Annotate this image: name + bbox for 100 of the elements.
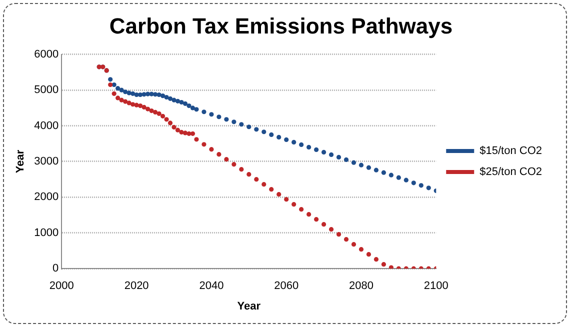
- point: [216, 114, 222, 120]
- point: [388, 265, 394, 269]
- point: [209, 147, 214, 152]
- point: [145, 106, 150, 112]
- point: [404, 178, 408, 182]
- point: [381, 262, 386, 267]
- point: [328, 152, 334, 158]
- point: [216, 152, 222, 157]
- point: [239, 167, 244, 172]
- point: [160, 94, 166, 98]
- point: [336, 232, 342, 237]
- point: [299, 142, 304, 148]
- point: [254, 127, 259, 132]
- point: [123, 90, 128, 94]
- point: [239, 122, 244, 127]
- point: [396, 175, 401, 180]
- point: [358, 162, 364, 168]
- point: [306, 212, 312, 217]
- point: [262, 130, 266, 134]
- point: [426, 186, 431, 190]
- point: [134, 102, 139, 108]
- point: [190, 131, 196, 136]
- point: [142, 104, 146, 110]
- y-tick-label: 3000: [34, 156, 59, 168]
- point: [130, 102, 136, 107]
- point: [156, 111, 162, 116]
- x-tick-label: 2060: [274, 280, 299, 292]
- point: [224, 117, 229, 122]
- point: [112, 91, 116, 96]
- y-tick-label: 6000: [34, 48, 59, 60]
- point: [344, 157, 349, 162]
- point: [108, 82, 113, 88]
- legend-label: $15/ton CO2: [480, 145, 542, 158]
- point: [123, 99, 128, 104]
- point: [321, 150, 326, 155]
- point: [299, 207, 304, 212]
- point: [175, 98, 180, 104]
- point: [116, 86, 120, 91]
- point: [209, 112, 214, 117]
- point: [232, 162, 236, 167]
- point: [276, 134, 282, 140]
- point: [306, 144, 312, 150]
- point: [108, 77, 113, 82]
- point: [138, 104, 143, 108]
- point: [182, 130, 188, 136]
- point: [358, 247, 364, 252]
- point: [314, 147, 319, 152]
- y-tick-label: 0: [52, 262, 59, 275]
- point: [202, 142, 206, 147]
- point: [276, 192, 282, 197]
- point: [381, 170, 386, 175]
- point: [168, 120, 173, 126]
- x-tick-label: 2000: [49, 280, 74, 292]
- legend-label: $25/ton CO2: [480, 166, 542, 178]
- point: [292, 140, 296, 145]
- point: [246, 172, 252, 177]
- point: [314, 217, 319, 222]
- point: [164, 117, 169, 122]
- point: [292, 202, 296, 207]
- point: [269, 132, 274, 138]
- point: [194, 137, 199, 142]
- point: [351, 160, 356, 165]
- point: [194, 107, 199, 112]
- point: [116, 96, 120, 100]
- point: [418, 183, 424, 188]
- point: [321, 222, 326, 227]
- point: [366, 165, 372, 170]
- point: [374, 168, 379, 172]
- point: [336, 154, 342, 160]
- y-tick-label: 1000: [34, 226, 59, 239]
- x-tick-label: 2100: [424, 280, 448, 292]
- point: [262, 182, 266, 187]
- point: [138, 92, 143, 98]
- point: [269, 187, 274, 192]
- point: [284, 197, 289, 202]
- point: [175, 128, 180, 132]
- point: [328, 227, 334, 232]
- y-tick-label: 4000: [34, 120, 59, 132]
- point: [186, 104, 192, 108]
- point: [232, 120, 236, 124]
- x-axis-title: Year: [237, 300, 262, 312]
- point: [172, 124, 176, 130]
- point: [374, 257, 379, 262]
- point: [351, 242, 356, 247]
- point: [126, 100, 132, 106]
- point: [388, 172, 394, 178]
- point: [182, 101, 188, 106]
- point: [190, 106, 196, 110]
- x-tick-label: 2020: [124, 280, 149, 292]
- point: [172, 98, 176, 102]
- y-axis-title: Year: [14, 149, 27, 174]
- point: [119, 98, 124, 102]
- point: [152, 110, 158, 115]
- point: [366, 252, 372, 257]
- point: [152, 92, 158, 97]
- point: [284, 137, 289, 142]
- point: [202, 110, 206, 114]
- point: [168, 96, 173, 101]
- x-tick-label: 2080: [348, 280, 374, 292]
- point: [254, 177, 259, 182]
